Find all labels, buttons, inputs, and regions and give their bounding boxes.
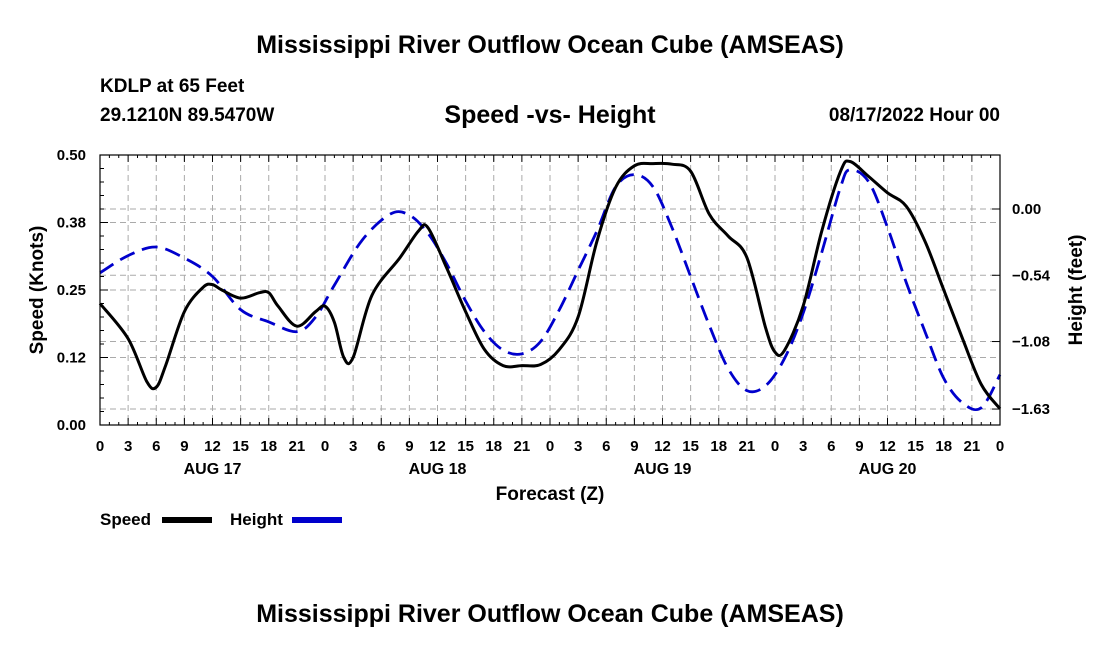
x-tick-label: 18 <box>710 438 727 455</box>
day-label: AUG 19 <box>634 461 692 478</box>
x-tick-label: 21 <box>289 438 306 455</box>
axes-group: 0 3 6 9 12 15 18 21 0 3 6 9 12 15 18 21 0 3 6 9 12 15 18 21 0 3 6 9… <box>57 147 1051 478</box>
x-tick-label: 21 <box>514 438 531 455</box>
x-tick-label: 0 <box>321 438 329 455</box>
y-tick-label: 0.25 <box>57 282 86 299</box>
x-tick-label: 12 <box>879 438 896 455</box>
legend-label-speed: Speed <box>100 510 151 529</box>
x-tick-label: 15 <box>232 438 249 455</box>
x-tick-label: 6 <box>377 438 385 455</box>
y-tick-label: 0.12 <box>57 350 86 367</box>
chart-title: Mississippi River Outflow Ocean Cube (AM… <box>256 31 844 59</box>
x-tick-label: 21 <box>739 438 756 455</box>
x-tick-label: 0 <box>96 438 104 455</box>
x-tick-label: 9 <box>180 438 188 455</box>
x-tick-label: 18 <box>485 438 502 455</box>
height-series-line <box>99 168 1002 412</box>
chart-subtitle: Speed -vs- Height <box>444 101 656 129</box>
x-tick-label: 12 <box>654 438 671 455</box>
x-tick-label: 15 <box>457 438 474 455</box>
x-tick-label: 0 <box>546 438 554 455</box>
series-group <box>98 159 1002 412</box>
x-tick-label: 3 <box>574 438 582 455</box>
day-label: AUG 18 <box>409 461 467 478</box>
y-tick-label: 0.50 <box>57 147 86 164</box>
legend: Speed Height <box>100 510 342 529</box>
x-tick-label: 0 <box>771 438 779 455</box>
x-tick-label: 6 <box>602 438 610 455</box>
x-tick-label: 18 <box>935 438 952 455</box>
x-tick-label: 9 <box>855 438 863 455</box>
x-tick-label: 6 <box>827 438 835 455</box>
y2-tick-label: −1.63 <box>1012 401 1050 418</box>
x-tick-label: 21 <box>964 438 981 455</box>
legend-label-height: Height <box>230 510 283 529</box>
y-tick-label: 0.00 <box>57 417 86 434</box>
x-tick-label: 3 <box>349 438 357 455</box>
grid-lines <box>100 155 1000 425</box>
y-axis-label: Speed (Knots) <box>27 226 48 355</box>
y2-tick-label: −1.08 <box>1012 334 1050 351</box>
x-tick-label: 15 <box>907 438 924 455</box>
station-label: KDLP at 65 Feet <box>100 76 245 97</box>
x-tick-label: 12 <box>429 438 446 455</box>
coordinates-label: 29.1210N 89.5470W <box>100 105 275 126</box>
x-tick-label: 0 <box>996 438 1004 455</box>
x-tick-label: 12 <box>204 438 221 455</box>
x-tick-label: 15 <box>682 438 699 455</box>
footer-title: Mississippi River Outflow Ocean Cube (AM… <box>256 600 844 628</box>
x-tick-label: 6 <box>152 438 160 455</box>
y-tick-label: 0.38 <box>57 215 86 232</box>
day-label: AUG 20 <box>859 461 917 478</box>
y2-axis-label: Height (feet) <box>1066 235 1087 346</box>
x-tick-label: 9 <box>405 438 413 455</box>
forecast-datetime: 08/17/2022 Hour 00 <box>828 105 1000 126</box>
x-tick-label: 9 <box>630 438 638 455</box>
speed-series-line <box>98 159 1002 410</box>
x-axis-label: Forecast (Z) <box>496 484 605 505</box>
x-tick-label: 3 <box>799 438 807 455</box>
x-tick-label: 18 <box>260 438 277 455</box>
y2-tick-label: 0.00 <box>1012 201 1041 218</box>
y2-tick-label: −0.54 <box>1012 267 1051 284</box>
day-label: AUG 17 <box>184 461 242 478</box>
x-tick-label: 3 <box>124 438 132 455</box>
